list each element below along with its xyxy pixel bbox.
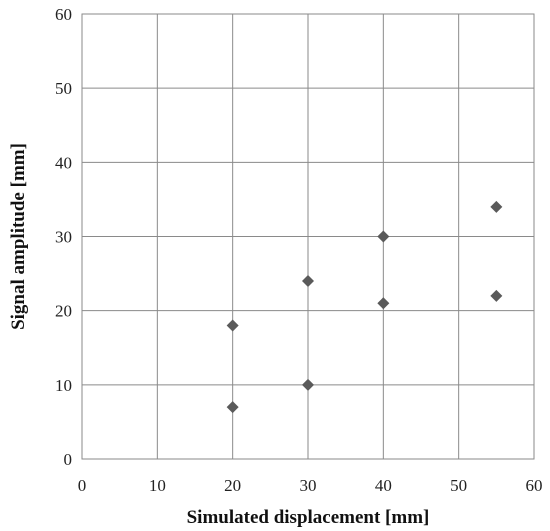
plot-area (81, 13, 535, 460)
y-tick-label: 20 (55, 302, 72, 321)
data-points (226, 200, 503, 414)
x-tick-label: 30 (300, 476, 317, 495)
data-point (226, 319, 239, 332)
data-point (302, 275, 314, 287)
x-axis-title: Simulated displacement [mm] (187, 507, 430, 528)
y-tick-label: 50 (55, 79, 72, 98)
data-point (490, 200, 503, 213)
data-point (490, 289, 503, 302)
x-tick-label: 60 (526, 476, 543, 495)
x-tick-label: 20 (224, 476, 241, 495)
grid-lines (81, 13, 535, 460)
x-tick-labels: 0 10 20 30 40 50 60 (78, 476, 543, 495)
x-tick-label: 50 (450, 476, 467, 495)
data-point (302, 378, 314, 391)
y-tick-label: 60 (55, 5, 72, 24)
data-point (226, 401, 239, 414)
data-point (377, 230, 390, 243)
y-tick-label: 0 (64, 450, 73, 469)
y-tick-label: 10 (55, 376, 72, 395)
y-tick-label: 40 (55, 153, 72, 172)
y-tick-labels: 0 10 20 30 40 50 60 (55, 5, 72, 469)
y-axis-title: Signal amplitude [mm] (8, 143, 29, 330)
x-tick-label: 10 (149, 476, 166, 495)
y-tick-label: 30 (55, 228, 72, 247)
x-tick-label: 40 (375, 476, 392, 495)
data-point (377, 297, 390, 310)
x-tick-label: 0 (78, 476, 87, 495)
